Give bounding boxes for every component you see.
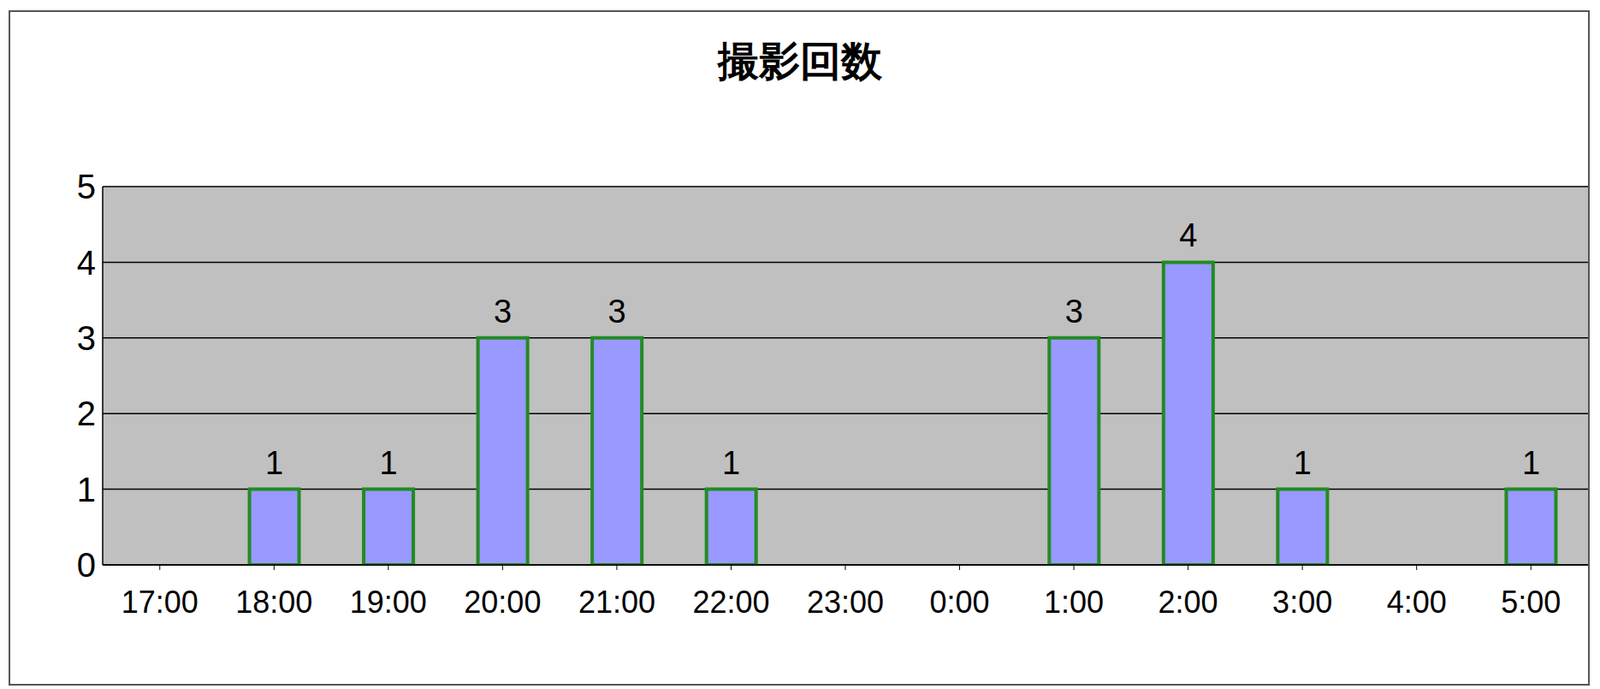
svg-text:22:00: 22:00 xyxy=(692,584,770,620)
svg-text:3: 3 xyxy=(608,293,627,330)
svg-text:21:00: 21:00 xyxy=(578,584,656,620)
svg-text:4:00: 4:00 xyxy=(1386,584,1447,620)
svg-text:3: 3 xyxy=(77,319,96,357)
svg-text:0:00: 0:00 xyxy=(929,584,990,620)
svg-text:1: 1 xyxy=(1522,444,1541,481)
svg-text:1: 1 xyxy=(1293,444,1312,481)
svg-text:18:00: 18:00 xyxy=(235,584,313,620)
svg-text:20:00: 20:00 xyxy=(463,584,541,620)
svg-text:17:00: 17:00 xyxy=(121,584,199,620)
svg-text:19:00: 19:00 xyxy=(349,584,427,620)
svg-text:1: 1 xyxy=(722,444,741,481)
html-text:撮影回数: 撮影回数 xyxy=(717,38,883,84)
svg-text:2: 2 xyxy=(77,394,96,433)
svg-text:0: 0 xyxy=(77,545,96,584)
svg-text:1:00: 1:00 xyxy=(1043,584,1104,620)
svg-text:1: 1 xyxy=(379,444,398,481)
svg-text:5:00: 5:00 xyxy=(1500,584,1561,620)
svg-text:5: 5 xyxy=(77,167,96,206)
svg-text:23:00: 23:00 xyxy=(806,584,884,620)
svg-text:3: 3 xyxy=(1065,293,1084,330)
svg-text:3: 3 xyxy=(493,293,512,330)
svg-text:1: 1 xyxy=(265,444,284,481)
svg-text:2:00: 2:00 xyxy=(1158,584,1219,620)
svg-text:1: 1 xyxy=(77,470,96,509)
svg-text:3:00: 3:00 xyxy=(1272,584,1333,620)
svg-text:4: 4 xyxy=(1179,217,1198,254)
svg-text:4: 4 xyxy=(77,243,96,282)
